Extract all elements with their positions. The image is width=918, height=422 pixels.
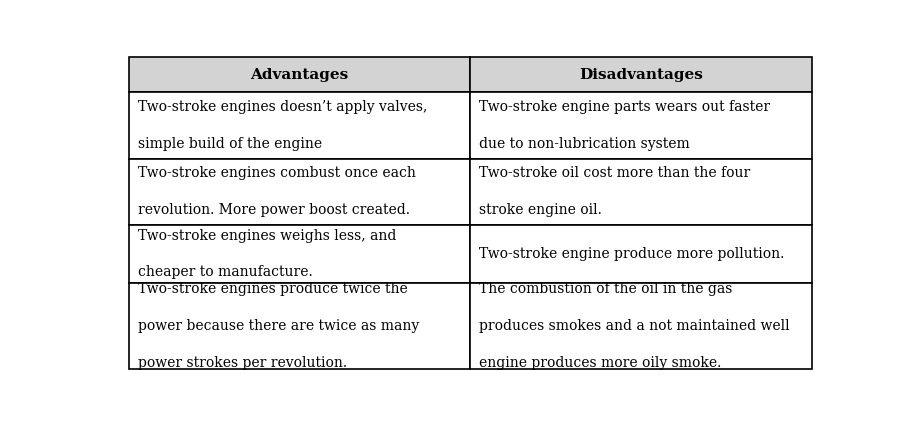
Text: Two-stroke engines produce twice the

power because there are twice as many

pow: Two-stroke engines produce twice the pow…	[138, 282, 419, 370]
Bar	[129, 159, 471, 225]
Text: The combustion of the oil in the gas

produces smokes and a not maintained well
: The combustion of the oil in the gas pro…	[479, 282, 789, 370]
Bar	[471, 92, 812, 159]
Text: Two-stroke oil cost more than the four

stroke engine oil.: Two-stroke oil cost more than the four s…	[479, 166, 750, 217]
Text: Two-stroke engines combust once each

revolution. More power boost created.: Two-stroke engines combust once each rev…	[138, 166, 415, 217]
Text: Two-stroke engines doesn’t apply valves,

simple build of the engine: Two-stroke engines doesn’t apply valves,…	[138, 100, 427, 151]
Text: Advantages: Advantages	[251, 68, 349, 82]
Bar	[129, 92, 471, 159]
Bar	[471, 225, 812, 283]
Bar	[129, 283, 471, 369]
Bar	[129, 57, 471, 92]
Text: Two-stroke engine parts wears out faster

due to non-lubrication system: Two-stroke engine parts wears out faster…	[479, 100, 770, 151]
Bar	[471, 283, 812, 369]
Text: Two-stroke engine produce more pollution.: Two-stroke engine produce more pollution…	[479, 247, 784, 261]
Bar	[471, 57, 812, 92]
Text: Two-stroke engines weighs less, and

cheaper to manufacture.: Two-stroke engines weighs less, and chea…	[138, 229, 396, 279]
Text: Disadvantages: Disadvantages	[579, 68, 703, 82]
Bar	[129, 225, 471, 283]
Bar	[471, 159, 812, 225]
